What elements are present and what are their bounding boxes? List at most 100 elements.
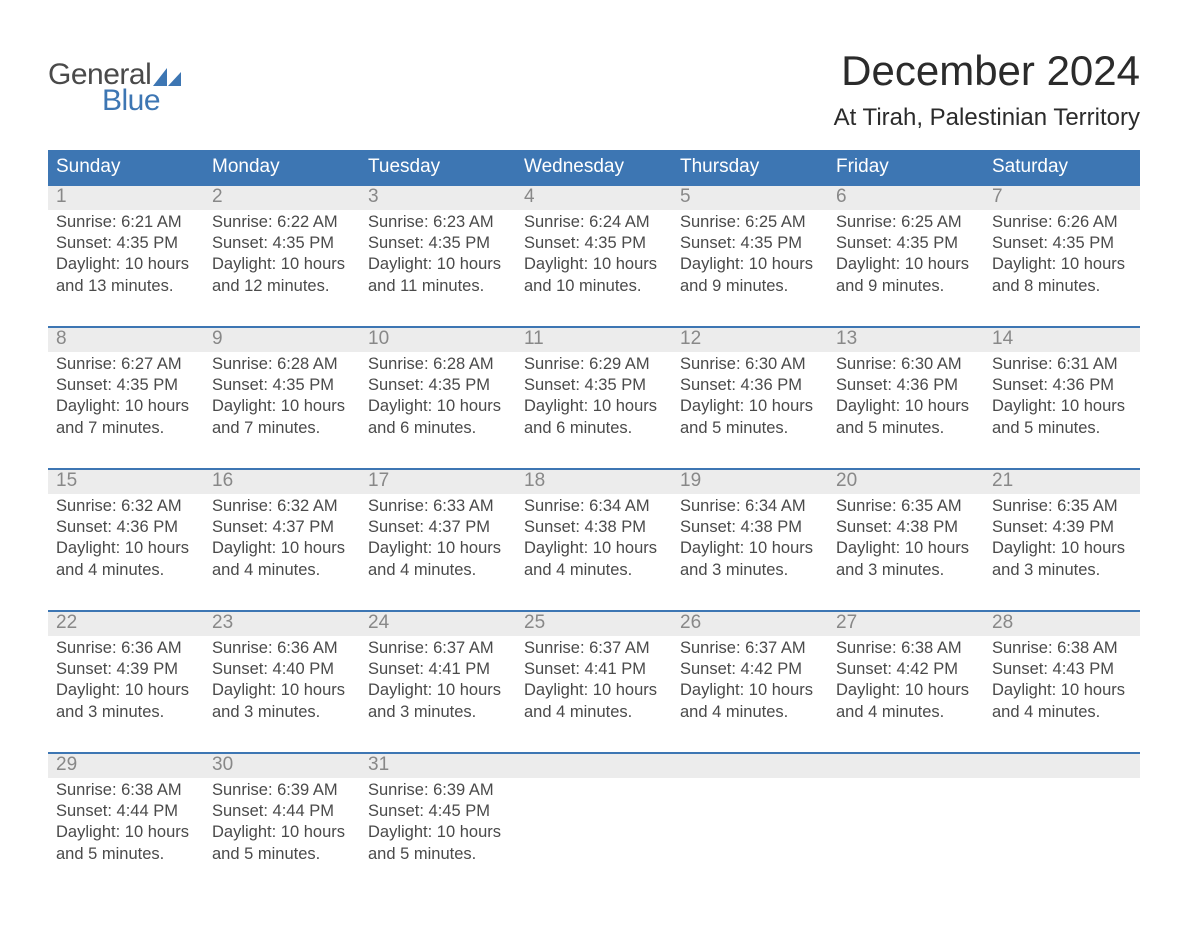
sunrise-line: Sunrise: 6:21 AM	[56, 212, 196, 233]
sunrise-line: Sunrise: 6:37 AM	[368, 638, 508, 659]
day-number: 12	[672, 328, 828, 352]
weekday-sunday: Sunday	[48, 150, 204, 186]
sunrise-line: Sunrise: 6:36 AM	[56, 638, 196, 659]
daylight-line2: and 4 minutes.	[680, 702, 820, 723]
daylight-line2: and 3 minutes.	[368, 702, 508, 723]
daylight-line1: Daylight: 10 hours	[56, 538, 196, 559]
daylight-line2: and 3 minutes.	[680, 560, 820, 581]
sunrise-line: Sunrise: 6:28 AM	[368, 354, 508, 375]
sunrise-line: Sunrise: 6:39 AM	[368, 780, 508, 801]
daylight-line1: Daylight: 10 hours	[524, 538, 664, 559]
day-number: 14	[984, 328, 1140, 352]
day-details-row: Sunrise: 6:32 AMSunset: 4:36 PMDaylight:…	[48, 494, 1140, 608]
daylight-line1: Daylight: 10 hours	[680, 254, 820, 275]
day-number: 7	[984, 186, 1140, 210]
daylight-line2: and 5 minutes.	[836, 418, 976, 439]
day-number: 3	[360, 186, 516, 210]
sunset-line: Sunset: 4:35 PM	[524, 375, 664, 396]
day-cell: Sunrise: 6:28 AMSunset: 4:35 PMDaylight:…	[204, 352, 360, 466]
day-cell: Sunrise: 6:38 AMSunset: 4:44 PMDaylight:…	[48, 778, 204, 892]
day-number: 20	[828, 470, 984, 494]
sunrise-line: Sunrise: 6:37 AM	[680, 638, 820, 659]
sunset-line: Sunset: 4:35 PM	[680, 233, 820, 254]
sunset-line: Sunset: 4:36 PM	[992, 375, 1132, 396]
day-cell	[828, 778, 984, 892]
daylight-line1: Daylight: 10 hours	[56, 254, 196, 275]
daylight-line1: Daylight: 10 hours	[56, 822, 196, 843]
sunset-line: Sunset: 4:35 PM	[368, 375, 508, 396]
weekday-saturday: Saturday	[984, 150, 1140, 186]
day-cell: Sunrise: 6:30 AMSunset: 4:36 PMDaylight:…	[672, 352, 828, 466]
day-details-row: Sunrise: 6:27 AM Sunset: 4:35 PM Daylight:…	[48, 352, 1140, 466]
day-number: 29	[48, 754, 204, 778]
sunrise-line: Sunrise: 6:38 AM	[56, 780, 196, 801]
sunset-line: Sunset: 4:36 PM	[56, 517, 196, 538]
daylight-line2: and 11 minutes.	[368, 276, 508, 297]
sunrise-line: Sunrise: 6:23 AM	[368, 212, 508, 233]
sunset-line: Sunset: 4:36 PM	[680, 375, 820, 396]
weekday-wednesday: Wednesday	[516, 150, 672, 186]
sunrise-line: Sunrise: 6:27 AM	[56, 354, 196, 375]
daylight-line2: and 10 minutes.	[524, 276, 664, 297]
sunrise-line: Sunrise: 6:25 AM	[680, 212, 820, 233]
daylight-line2: and 3 minutes.	[56, 702, 196, 723]
day-cell: Sunrise: 6:33 AMSunset: 4:37 PMDaylight:…	[360, 494, 516, 608]
month-title: December 2024	[834, 48, 1140, 94]
calendar: Sunday Monday Tuesday Wednesday Thursday…	[48, 150, 1140, 892]
daylight-line1: Daylight: 10 hours	[680, 396, 820, 417]
sunset-line: Sunset: 4:39 PM	[56, 659, 196, 680]
sunset-line: Sunset: 4:35 PM	[992, 233, 1132, 254]
weeks-container: 1234567Sunrise: 6:21 AMSunset: 4:35 PMDa…	[48, 186, 1140, 892]
day-number	[984, 754, 1140, 778]
day-cell: Sunrise: 6:34 AMSunset: 4:38 PMDaylight:…	[672, 494, 828, 608]
day-number: 9	[204, 328, 360, 352]
day-cell: Sunrise: 6:37 AMSunset: 4:42 PMDaylight:…	[672, 636, 828, 750]
week-row: 891011121314Sunrise: 6:27 AM Sunset: 4:35…	[48, 326, 1140, 466]
day-number-row: 891011121314	[48, 328, 1140, 352]
daylight-line1: Daylight: 10 hours	[836, 396, 976, 417]
day-cell: Sunrise: 6:30 AMSunset: 4:36 PMDaylight:…	[828, 352, 984, 466]
daylight-line2: and 5 minutes.	[212, 844, 352, 865]
weekday-header-row: Sunday Monday Tuesday Wednesday Thursday…	[48, 150, 1140, 186]
week-row: 1234567Sunrise: 6:21 AMSunset: 4:35 PMDa…	[48, 186, 1140, 324]
daylight-line2: and 4 minutes.	[992, 702, 1132, 723]
daylight-line2: and 3 minutes.	[836, 560, 976, 581]
day-cell: Sunrise: 6:26 AMSunset: 4:35 PMDaylight:…	[984, 210, 1140, 324]
daylight-line2: and 6 minutes.	[368, 418, 508, 439]
page: General Blue December 2024 At Tirah, Pal…	[0, 0, 1188, 932]
daylight-line1: Daylight: 10 hours	[992, 680, 1132, 701]
day-number: 17	[360, 470, 516, 494]
sunrise-line: Sunrise: 6:25 AM	[836, 212, 976, 233]
day-cell: Sunrise: 6:35 AMSunset: 4:38 PMDaylight:…	[828, 494, 984, 608]
daylight-line2: and 7 minutes.	[212, 418, 352, 439]
day-number: 6	[828, 186, 984, 210]
daylight-line1: Daylight: 10 hours	[524, 680, 664, 701]
weekday-monday: Monday	[204, 150, 360, 186]
sunset-line: Sunset: 4:36 PM	[836, 375, 976, 396]
day-cell: Sunrise: 6:25 AMSunset: 4:35 PMDaylight:…	[828, 210, 984, 324]
day-cell	[984, 778, 1140, 892]
sunset-line: Sunset: 4:42 PM	[836, 659, 976, 680]
daylight-line1: Daylight: 10 hours	[992, 396, 1132, 417]
daylight-line2: and 13 minutes.	[56, 276, 196, 297]
sail-icon	[153, 68, 181, 86]
weekday-thursday: Thursday	[672, 150, 828, 186]
daylight-line1: Daylight: 10 hours	[524, 254, 664, 275]
daylight-line1: Daylight: 10 hours	[680, 680, 820, 701]
week-row: 293031Sunrise: 6:38 AMSunset: 4:44 PMDay…	[48, 752, 1140, 892]
daylight-line2: and 9 minutes.	[680, 276, 820, 297]
sunrise-line: Sunrise: 6:24 AM	[524, 212, 664, 233]
location: At Tirah, Palestinian Territory	[834, 104, 1140, 132]
day-cell: Sunrise: 6:29 AMSunset: 4:35 PMDaylight:…	[516, 352, 672, 466]
day-cell	[672, 778, 828, 892]
day-number: 2	[204, 186, 360, 210]
daylight-line1: Daylight: 10 hours	[992, 538, 1132, 559]
day-number: 11	[516, 328, 672, 352]
day-cell: Sunrise: 6:38 AMSunset: 4:42 PMDaylight:…	[828, 636, 984, 750]
day-cell: Sunrise: 6:37 AMSunset: 4:41 PMDaylight:…	[516, 636, 672, 750]
sunset-line: Sunset: 4:35 PM	[368, 233, 508, 254]
day-number-row: 15161718192021	[48, 470, 1140, 494]
weekday-tuesday: Tuesday	[360, 150, 516, 186]
sunset-line: Sunset: 4:41 PM	[368, 659, 508, 680]
daylight-line1: Daylight: 10 hours	[836, 538, 976, 559]
